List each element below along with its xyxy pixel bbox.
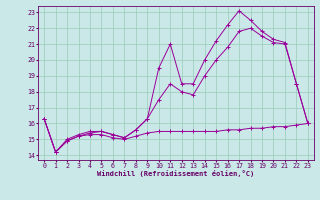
X-axis label: Windchill (Refroidissement éolien,°C): Windchill (Refroidissement éolien,°C) [97,170,255,177]
